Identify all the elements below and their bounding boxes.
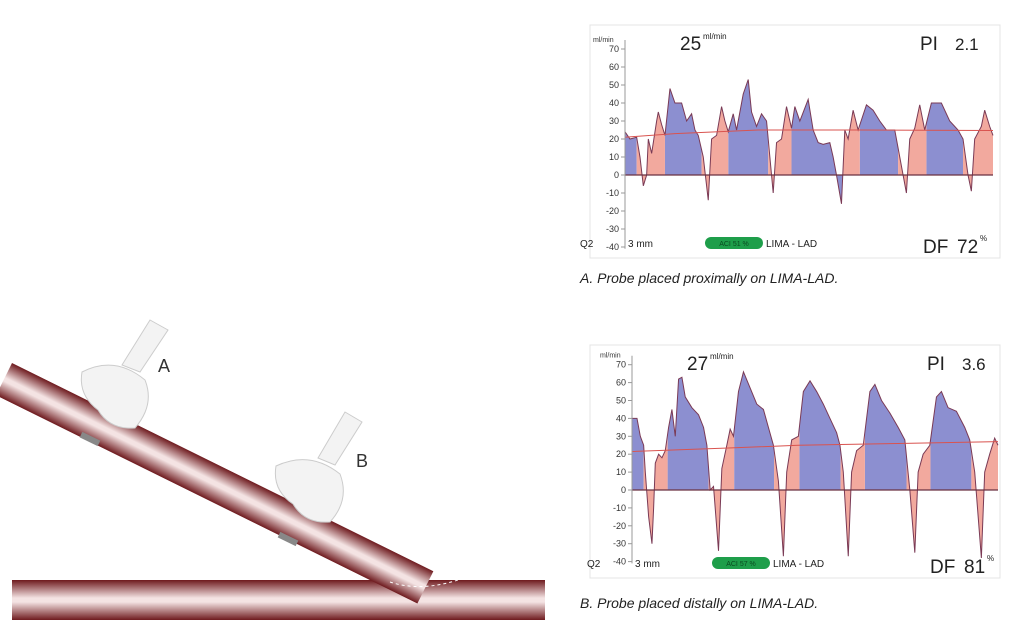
y-tick-label: 20 [609, 134, 619, 144]
df-value: 81 [964, 557, 985, 578]
flow-waveform-line [632, 370, 999, 559]
pi-value: 3.6 [962, 355, 986, 374]
y-tick-label: -10 [613, 503, 626, 513]
y-tick-label: -40 [613, 557, 626, 567]
y-tick-label: 0 [621, 485, 626, 495]
probe-marker-a [79, 431, 101, 447]
y-tick-label: 20 [616, 449, 626, 459]
mean-flow-unit: ml/min [703, 32, 727, 41]
df-unit: % [980, 234, 987, 243]
mean-flow-line [624, 129, 994, 138]
anastomosis-outline [389, 579, 459, 588]
df-label: DF [923, 237, 948, 258]
probe-b-label: B [356, 451, 368, 471]
flow-waveform-line [624, 79, 994, 204]
mean-flow-unit: ml/min [710, 352, 734, 361]
y-tick-label: -20 [613, 521, 626, 531]
pi-value: 2.1 [955, 35, 979, 54]
vessel-label: LIMA - LAD [773, 559, 824, 570]
pi-label: PI [927, 354, 945, 375]
channel-label: Q2 [587, 559, 601, 570]
y-tick-label: -40 [606, 242, 619, 252]
y-tick-label: 60 [609, 62, 619, 72]
vessel-illustration: A B [0, 319, 545, 620]
channel-label: Q2 [580, 239, 594, 250]
y-tick-label: 60 [616, 378, 626, 388]
y-tick-label: 0 [614, 170, 619, 180]
y-tick-label: 40 [609, 98, 619, 108]
y-tick-label: 10 [609, 152, 619, 162]
y-tick-label: 40 [616, 413, 626, 423]
mean-flow-line [631, 441, 999, 453]
caption-b: B. Probe placed distally on LIMA-LAD. [580, 595, 819, 611]
y-axis-unit: ml/min [600, 353, 621, 360]
caption-a: A. Probe placed proximally on LIMA-LAD. [580, 270, 839, 286]
df-value: 72 [957, 237, 978, 258]
y-tick-label: -10 [606, 188, 619, 198]
y-axis-unit: ml/min [593, 37, 614, 44]
y-tick-label: 70 [609, 44, 619, 54]
lima-graft-vessel [0, 363, 434, 604]
aci-badge [712, 557, 770, 569]
y-tick-label: 50 [609, 80, 619, 90]
y-tick-label: -30 [606, 224, 619, 234]
y-tick-label: 70 [616, 360, 626, 370]
diastole-area [632, 371, 972, 559]
y-tick-label: 30 [616, 431, 626, 441]
y-tick-label: 30 [609, 116, 619, 126]
vessel-label: LIMA - LAD [766, 239, 817, 250]
df-unit: % [987, 554, 994, 563]
y-tick-label: -30 [613, 539, 626, 549]
probe-a-icon [80, 319, 169, 429]
probe-marker-b [277, 531, 299, 547]
y-tick-label: 50 [616, 396, 626, 406]
pi-label: PI [920, 34, 938, 55]
probe-size: 3 mm [628, 239, 653, 250]
y-tick-label: -20 [606, 206, 619, 216]
aci-badge [705, 237, 763, 249]
lad-vessel [12, 580, 545, 620]
probe-size: 3 mm [635, 559, 660, 570]
probe-b-icon [274, 411, 363, 523]
aci-badge-text: ACI 57 % [726, 561, 756, 568]
mean-flow-value: 25 [680, 34, 701, 55]
mean-flow-value: 27 [687, 354, 708, 375]
aci-badge-text: ACI 51 % [719, 241, 749, 248]
y-tick-label: 10 [616, 467, 626, 477]
df-label: DF [930, 557, 955, 578]
probe-a-label: A [158, 356, 170, 376]
